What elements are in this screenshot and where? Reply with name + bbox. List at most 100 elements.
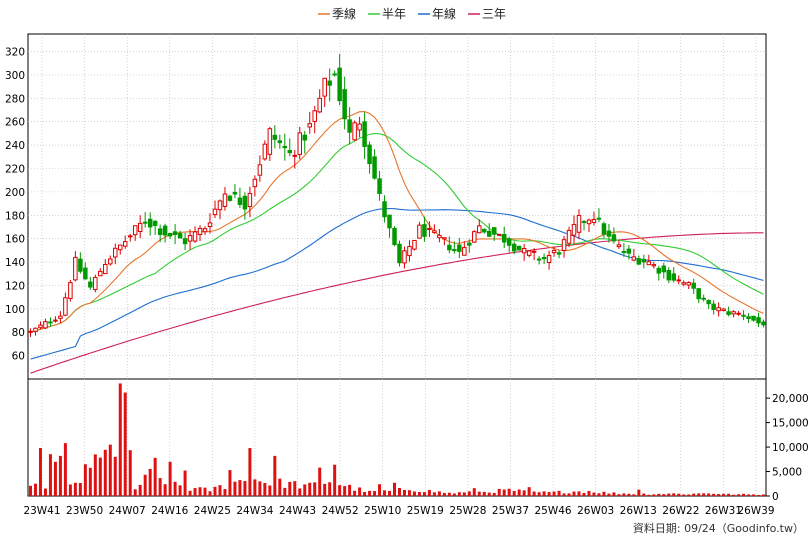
candle [287,138,293,157]
candle-body [132,225,138,236]
candle [397,240,402,267]
volume-bar [318,467,322,496]
candle-body [262,143,268,160]
volume-bar [762,494,766,496]
volume-bar [747,494,751,496]
candle-body [696,288,701,300]
volume-bar [552,491,556,496]
candle [342,76,347,130]
candle [103,259,108,275]
candle [576,209,582,240]
volume-bar [183,470,187,496]
candle [442,237,447,246]
legend-label-2: 年線 [432,6,456,21]
candle [172,224,178,245]
candle [447,236,452,254]
candle [242,192,248,220]
volume-tick-label: 15,000 [772,418,808,430]
volume-bar [138,484,142,496]
candle-body [611,234,617,242]
candle-body [531,250,537,253]
candle [422,216,427,242]
candle-body [332,73,337,76]
candle [556,249,562,259]
candle-body [477,225,482,234]
price-axis: 60 80 100 120 140 160 180 200 220 240 260 280 300 320 [5,47,25,363]
candle-body [103,263,108,275]
price-tick-label: 320 [5,47,25,59]
volume-bar [158,478,162,496]
candle [187,229,193,250]
volume-bar [308,482,312,496]
candle [58,311,63,324]
candle-body [751,315,756,321]
candle-body [571,224,577,236]
price-tick-label: 300 [5,70,25,82]
ma-half-year-line [30,132,764,333]
volume-bar [258,481,262,496]
candle-body [556,252,562,255]
volume-bar [562,493,566,496]
candle-body [711,303,716,310]
candle-body [706,300,711,305]
volume-bar [622,493,626,496]
candle [98,268,103,277]
candle [73,251,78,282]
price-tick-label: 180 [5,210,25,222]
candle-body [442,237,447,240]
candle [491,227,497,241]
candle [197,225,203,242]
candle-body [487,230,492,237]
candle [482,228,487,234]
candle-body [327,80,332,86]
volume-bar [373,491,377,496]
candle-body [122,241,128,247]
candle [297,126,303,160]
candle-body [73,256,78,281]
candle-body [511,243,517,252]
volume-bar [368,490,372,496]
candle [272,125,278,149]
candle-body [372,156,377,179]
candle [477,219,482,234]
volume-bar [358,487,362,496]
candle [332,70,337,77]
candle-body [357,123,362,131]
x-tick-label: 26W22 [662,505,699,517]
candle [487,223,492,238]
candle-body [282,146,288,149]
volume-bar [517,489,521,496]
volume-bars [28,383,766,496]
candle [382,195,387,223]
volume-bar [742,493,746,496]
candle-body [626,248,632,254]
volume-bar [637,489,641,496]
candle [167,232,173,239]
x-tick-label: 26W03 [577,505,614,517]
candle [551,247,557,257]
volume-bar [303,484,307,496]
candle [53,316,58,323]
candle-body [596,217,602,220]
candle-body [482,228,487,233]
volume-bar [53,461,57,496]
x-tick-label: 24W16 [151,505,188,517]
candle [88,277,93,290]
volume-bar [522,490,526,496]
candle-body [63,297,68,316]
volume-bar [652,494,656,496]
candle [377,170,382,201]
volume-bar [417,491,421,496]
candle-body [38,324,43,329]
volume-bar [627,493,631,496]
candle-body [736,312,741,315]
candle-body [78,258,83,272]
volume-bar [502,489,506,496]
candle [217,199,223,220]
candlestick-series [28,53,766,337]
volume-bar [328,482,332,496]
volume-bar [143,474,147,496]
candle [691,278,696,295]
volume-bar [687,494,691,496]
candle-body [93,276,98,291]
